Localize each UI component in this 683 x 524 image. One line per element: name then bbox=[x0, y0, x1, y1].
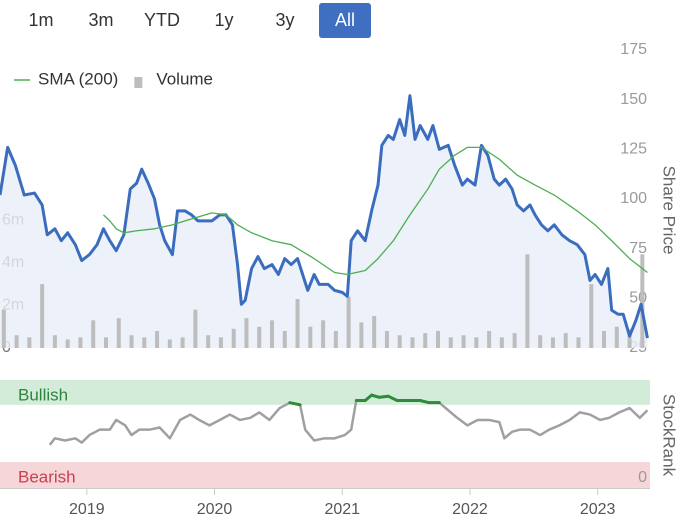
volume-bar bbox=[244, 318, 249, 348]
range-button[interactable]: 1m bbox=[28, 10, 53, 30]
volume-bar bbox=[308, 326, 313, 348]
price-line bbox=[0, 94, 649, 339]
volume-bar bbox=[116, 318, 121, 348]
zone-band bbox=[0, 462, 650, 488]
volume-bar bbox=[372, 316, 377, 348]
volume-bar bbox=[346, 296, 351, 348]
volume-bar bbox=[576, 337, 581, 348]
volume-bar bbox=[142, 337, 147, 348]
volume-bar bbox=[614, 326, 619, 348]
volume-bar bbox=[474, 337, 479, 348]
range-button[interactable]: YTD bbox=[144, 10, 180, 30]
active-button-bg[interactable] bbox=[319, 3, 371, 38]
rank-bullish-segment bbox=[377, 394, 390, 399]
range-button[interactable]: 1y bbox=[214, 10, 233, 30]
x-tick-label: 2021 bbox=[324, 501, 360, 518]
volume-bar bbox=[1, 309, 6, 348]
volume-bar bbox=[231, 328, 236, 348]
volume-bar bbox=[270, 320, 275, 348]
zone-band bbox=[0, 380, 650, 405]
volume-bar bbox=[640, 254, 645, 348]
volume-bar bbox=[167, 339, 172, 348]
volume-bar bbox=[384, 330, 389, 348]
x-tick-label: 2019 bbox=[69, 501, 105, 518]
rank-bullish-segment bbox=[386, 394, 399, 403]
volume-bar bbox=[423, 333, 428, 348]
sma-line bbox=[102, 146, 648, 276]
volume-bar bbox=[27, 337, 32, 348]
volume-bar bbox=[512, 333, 517, 348]
volume-bar bbox=[436, 330, 441, 348]
volume-bar bbox=[333, 330, 338, 348]
volume-bar bbox=[52, 335, 57, 348]
price-area bbox=[0, 95, 648, 349]
volume-bar bbox=[321, 320, 326, 348]
volume-bar bbox=[295, 299, 300, 348]
volume-bar bbox=[218, 337, 223, 348]
x-tick-label: 2020 bbox=[197, 501, 233, 518]
volume-bar bbox=[40, 284, 45, 348]
volume-bar bbox=[78, 337, 83, 348]
y-tick-label: 75 bbox=[629, 240, 647, 257]
y-tick-label: 0 bbox=[638, 469, 647, 486]
volume-bar bbox=[193, 309, 198, 348]
y-tick-label: 125 bbox=[620, 141, 647, 158]
legend-swatch bbox=[134, 77, 143, 88]
volume-bar bbox=[448, 337, 453, 348]
y-axis-title: Share Price bbox=[660, 166, 679, 255]
legend-label: Volume bbox=[156, 69, 213, 88]
volume-bar bbox=[410, 337, 415, 348]
range-button[interactable]: 3m bbox=[88, 10, 113, 30]
volume-bar bbox=[397, 335, 402, 348]
volume-bar bbox=[91, 320, 96, 348]
volume-bar bbox=[589, 284, 594, 348]
volume-bar bbox=[180, 337, 185, 348]
zone-label: Bullish bbox=[18, 385, 68, 404]
volume-bar bbox=[538, 335, 543, 348]
rank-bullish-segment bbox=[418, 399, 431, 405]
volume-bar bbox=[627, 328, 632, 348]
volume-bar bbox=[129, 335, 134, 348]
y-tick-label: 175 bbox=[620, 41, 647, 58]
volume-bar bbox=[282, 330, 287, 348]
legend-label: SMA (200) bbox=[38, 69, 118, 88]
range-button[interactable]: 3y bbox=[275, 10, 294, 30]
volume-bar bbox=[525, 254, 530, 348]
volume-bar bbox=[550, 337, 555, 348]
y-axis-title: StockRank bbox=[660, 394, 679, 477]
volume-bar bbox=[155, 330, 160, 348]
volume-bar bbox=[563, 333, 568, 348]
volume-bar bbox=[103, 337, 108, 348]
y-tick-label: 150 bbox=[620, 91, 647, 108]
x-tick-label: 2023 bbox=[580, 501, 616, 518]
volume-bar bbox=[602, 330, 607, 348]
volume-bar bbox=[359, 322, 364, 348]
volume-bar bbox=[461, 335, 466, 348]
rank-bullish-segment bbox=[288, 401, 302, 407]
volume-bar bbox=[487, 330, 492, 348]
volume-bar bbox=[206, 335, 211, 348]
volume-bar bbox=[257, 326, 262, 348]
x-tick-label: 2022 bbox=[452, 501, 488, 518]
zone-label: Bearish bbox=[18, 467, 76, 486]
volume-bar bbox=[499, 337, 504, 348]
volume-bar bbox=[65, 339, 70, 348]
y-tick-label: 50 bbox=[629, 290, 647, 307]
volume-bar bbox=[14, 335, 19, 348]
y-tick-label: 100 bbox=[620, 190, 647, 207]
range-button[interactable]: All bbox=[335, 10, 355, 30]
rank-line bbox=[48, 393, 649, 446]
